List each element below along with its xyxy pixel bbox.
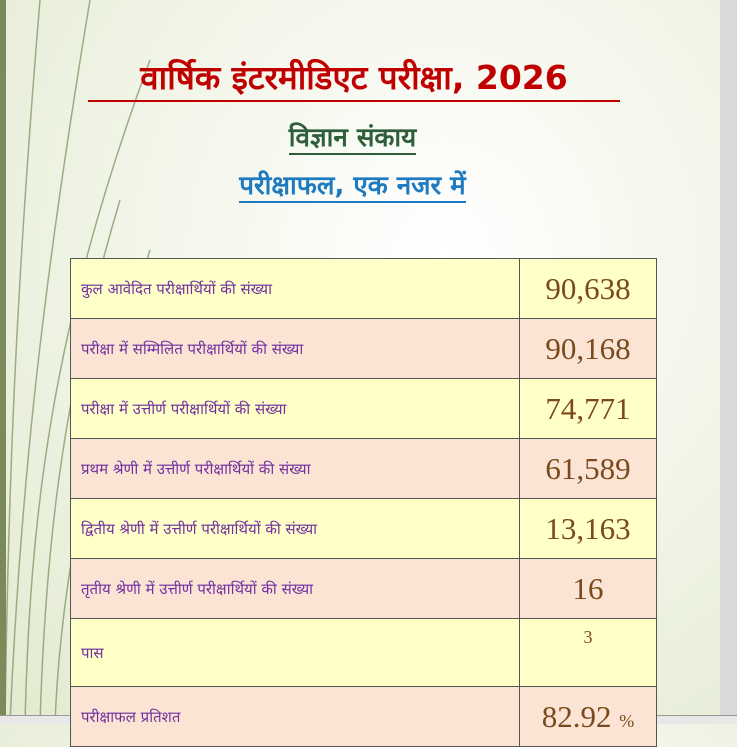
label: पास <box>70 618 520 687</box>
subtitle-text: विज्ञान संकाय <box>288 123 417 155</box>
unit: % <box>619 710 635 731</box>
row: परीक्षाफल प्रतिशत 82.92 % <box>70 686 657 747</box>
edge <box>720 0 737 723</box>
value-cell: 82.92 % <box>519 686 657 747</box>
value: 82.92 <box>541 698 612 734</box>
results-table: कुल आवेदित परीक्षार्थियों की संख्या 90,63… <box>70 258 657 747</box>
value: 61,589 <box>519 438 657 499</box>
label: परीक्षा में सम्मिलित परीक्षार्थियों की स… <box>70 318 520 379</box>
title: वार्षिक इंटरमीडिएट परीक्षा, 2026 <box>88 56 620 102</box>
label: परीक्षा में उत्तीर्ण परीक्षार्थियों की स… <box>70 378 520 439</box>
row: कुल आवेदित परीक्षार्थियों की संख्या 90,63… <box>70 258 657 319</box>
label: द्वितीय श्रेणी में उत्तीर्ण परीक्षार्थिय… <box>70 498 520 559</box>
decoration <box>0 0 151 723</box>
row: पास 3 <box>70 618 657 687</box>
row: परीक्षा में उत्तीर्ण परीक्षार्थियों की स… <box>70 378 657 439</box>
label: प्रथम श्रेणी में उत्तीर्ण परीक्षार्थियों… <box>70 438 520 499</box>
row: द्वितीय श्रेणी में उत्तीर्ण परीक्षार्थिय… <box>70 498 657 559</box>
label: तृतीय श्रेणी में उत्तीर्ण परीक्षार्थियों… <box>70 558 520 619</box>
value: 13,163 <box>519 498 657 559</box>
tagline-text: परीक्षाफल, एक नजर में <box>239 171 466 203</box>
value: 3 <box>519 618 657 687</box>
tagline: परीक्षाफल, एक नजर में <box>0 166 705 203</box>
value: 90,638 <box>519 258 657 319</box>
value: 74,771 <box>519 378 657 439</box>
subtitle: विज्ञान संकाय <box>0 118 705 155</box>
label: कुल आवेदित परीक्षार्थियों की संख्या <box>70 258 520 319</box>
value: 16 <box>519 558 657 619</box>
row: परीक्षा में सम्मिलित परीक्षार्थियों की स… <box>70 318 657 379</box>
row: प्रथम श्रेणी में उत्तीर्ण परीक्षार्थियों… <box>70 438 657 499</box>
row: तृतीय श्रेणी में उत्तीर्ण परीक्षार्थियों… <box>70 558 657 619</box>
label: परीक्षाफल प्रतिशत <box>70 686 520 747</box>
value: 90,168 <box>519 318 657 379</box>
